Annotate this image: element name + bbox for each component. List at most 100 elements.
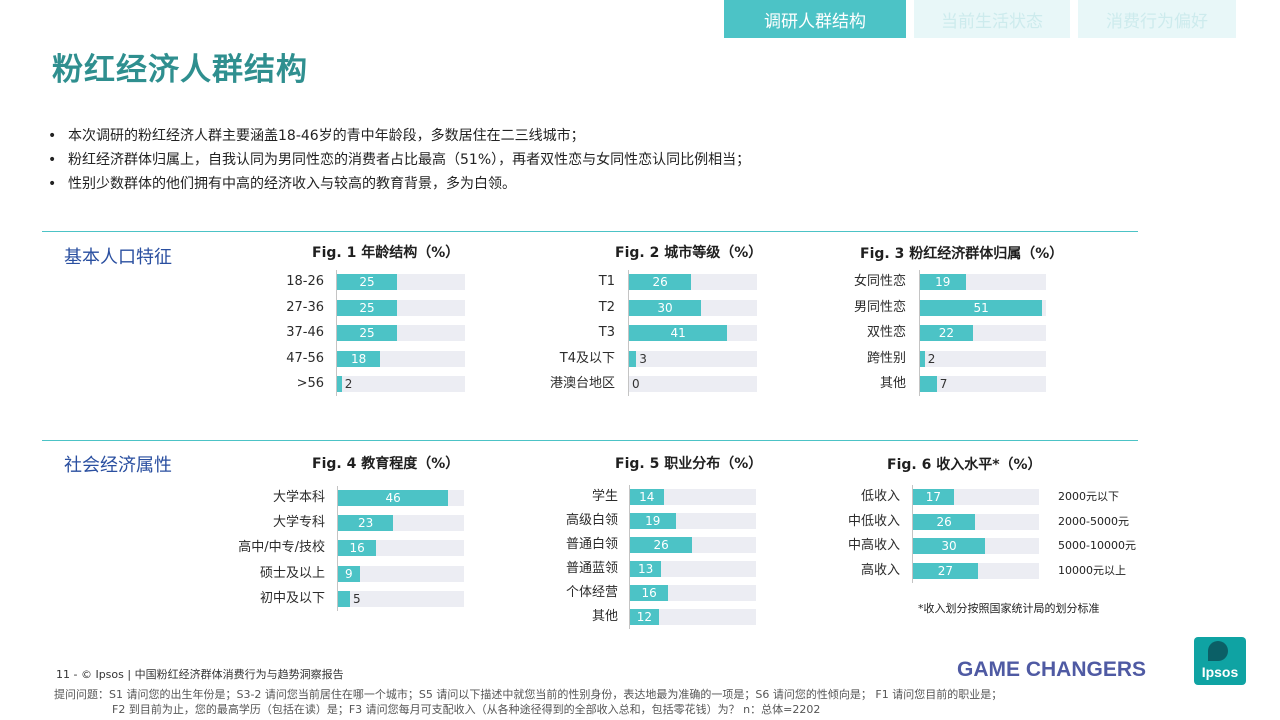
bar-track	[337, 299, 465, 316]
bar-row: 普通蓝领 13	[540, 561, 756, 577]
bar-track	[629, 325, 757, 341]
tab-living-status[interactable]: 当前生活状态	[914, 0, 1070, 38]
data-label: 23	[357, 516, 374, 531]
bar-track	[630, 513, 756, 529]
bar-row: 跨性别 2	[830, 350, 1046, 367]
bar-track	[629, 350, 757, 367]
category-label: 普通蓝领	[565, 561, 618, 576]
logo-wordmark: Ipsos	[1201, 664, 1239, 680]
bar-track	[913, 562, 1039, 579]
bar-row: 双性恋 22	[830, 325, 1046, 341]
fig6-footnote: *收入划分按照国家统计局的划分标准	[918, 602, 1100, 615]
bar	[920, 350, 925, 367]
bar	[629, 350, 637, 367]
chart-axis-line	[629, 485, 630, 629]
data-label: 22	[938, 326, 955, 340]
data-label: 9	[344, 566, 353, 581]
bar-row: T2 30	[540, 299, 757, 316]
bar-track	[338, 540, 464, 557]
tab-consumption-preference[interactable]: 消费行为偏好	[1078, 0, 1236, 38]
summary-bullets: 本次调研的粉红经济人群主要涵盖18-46岁的青中年龄段，多数居住在二三线城市； …	[48, 124, 750, 196]
data-label: 7	[939, 377, 948, 391]
section-label-socio: 社会经济属性	[64, 455, 172, 476]
bar	[630, 585, 669, 601]
bar-row: T1 26	[540, 274, 757, 290]
income-range-note: 2000元以下	[1058, 490, 1119, 503]
data-label: 3	[639, 351, 647, 366]
fig3-title: Fig. 3 粉红经济群体归属（%）	[860, 246, 1064, 262]
bar-track	[338, 565, 464, 582]
data-label: 18	[350, 351, 367, 366]
bar-row: 高中/中专/技校 16	[220, 540, 464, 557]
bar	[338, 565, 360, 582]
chart-axis-line	[919, 270, 920, 396]
bar	[913, 538, 985, 554]
bar	[920, 299, 1043, 316]
section-divider	[42, 231, 1138, 232]
data-label: 41	[670, 326, 686, 340]
income-range-note: 2000-5000元	[1058, 514, 1129, 528]
brand-slogan: GAME CHANGERS	[957, 658, 1147, 681]
bar-track	[337, 350, 465, 367]
data-label: 5	[353, 591, 361, 606]
bar-track	[630, 561, 756, 577]
data-label: 25	[359, 275, 375, 289]
bar	[630, 513, 676, 529]
bar-track	[338, 490, 464, 506]
fig6-bar-chart: 低收入 17 2000元以下 中低收入 26 2000-5000元 中高收入 30 5000-1…	[820, 485, 1139, 583]
bar-row: 18-26 25	[250, 274, 465, 290]
bar-track	[629, 274, 757, 290]
bullet-item: 粉红经济群体归属上，自我认同为男同性恋的消费者占比最高（51%），再者双性恋与女…	[48, 148, 750, 172]
tab-survey-structure[interactable]: 调研人群结构	[724, 0, 906, 38]
bar-row: 47-56 18	[250, 350, 465, 367]
fig4-bar-chart: 大学本科 46 大学专科 23 高中/中专/技校 16 硕士及以上 9 初中及以下 5	[220, 486, 464, 611]
category-label: 初中及以下	[259, 590, 325, 606]
fig4-title: Fig. 4 教育程度（%）	[312, 456, 460, 472]
bar-row: 大学专科 23	[220, 515, 464, 532]
data-label: 19	[935, 275, 951, 289]
bar	[337, 274, 397, 290]
section-divider	[42, 440, 1138, 441]
data-label: 26	[652, 275, 668, 289]
bar-track	[630, 537, 756, 553]
bar-track	[920, 350, 1046, 367]
chart-axis-line	[628, 270, 629, 396]
bar	[629, 325, 728, 341]
page-footer: 11 - © Ipsos | 中国粉红经济群体消费行为与趋势洞察报告	[56, 668, 344, 681]
bar-row: T4及以下 3	[540, 350, 757, 367]
bar-row: 中高收入 30 5000-10000元	[820, 538, 1139, 554]
category-label: T4及以下	[559, 350, 615, 366]
data-label: 46	[385, 491, 401, 505]
bar	[630, 537, 693, 553]
data-label: 12	[636, 610, 653, 624]
fig1-bar-chart: 18-26 25 27-36 25 37-46 25 47-56 18 >56 2	[250, 270, 465, 396]
category-label: 大学专科	[272, 515, 325, 531]
data-label: 14	[639, 490, 655, 504]
data-label: 30	[657, 300, 673, 315]
bullet-item: 性别少数群体的他们拥有中高的经济收入与较高的教育背景，多为白领。	[48, 172, 750, 196]
category-label: 跨性别	[866, 350, 906, 366]
category-label: 个体经营	[565, 585, 618, 600]
bar	[920, 325, 973, 341]
bar-row: 37-46 25	[250, 325, 465, 341]
data-label: 17	[925, 490, 942, 504]
fig6-title: Fig. 6 收入水平*（%）	[887, 457, 1042, 473]
category-label: 其他	[591, 609, 618, 624]
chart-axis-line	[912, 485, 913, 583]
bar-row: 硕士及以上 9	[220, 565, 464, 582]
bar-track	[913, 538, 1039, 554]
bar-track	[629, 376, 757, 392]
category-label: 硕士及以上	[259, 565, 325, 581]
category-label: T1	[598, 274, 615, 289]
data-label: 51	[973, 300, 989, 315]
bar-track	[913, 489, 1039, 505]
category-label: 大学本科	[272, 490, 325, 505]
category-label: 47-56	[286, 350, 324, 366]
bar-track	[337, 376, 465, 392]
data-label: 26	[653, 538, 669, 552]
bar-row: 初中及以下 5	[220, 590, 464, 607]
category-label: 37-46	[286, 325, 324, 340]
category-label: 低收入	[860, 489, 900, 504]
category-label: 女同性恋	[853, 274, 906, 289]
bar-track	[337, 274, 465, 290]
